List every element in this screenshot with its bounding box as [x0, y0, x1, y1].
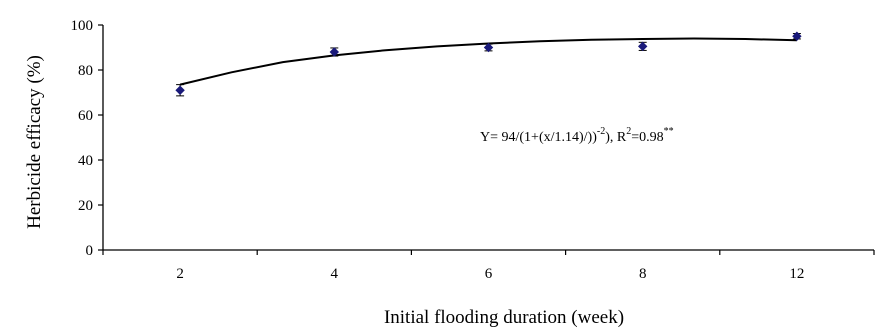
axes: [102, 25, 874, 251]
significance-marker: **: [664, 126, 674, 137]
x-tick-label: 12: [789, 266, 804, 282]
data-point: [792, 31, 802, 41]
y-axis-title: Herbicide efficacy (%): [24, 55, 45, 229]
x-tick-label: 4: [331, 266, 339, 282]
data-point: [483, 42, 494, 53]
equation-exponent: -2: [597, 126, 605, 137]
data-point: [175, 85, 185, 95]
r-squared-value: =0.98: [631, 130, 663, 145]
fit-equation: Y= 94/(1+(x/1.14)/))-2), R2=0.98**: [480, 126, 674, 145]
y-tick-label: 60: [78, 108, 93, 124]
y-tick-label: 40: [78, 153, 93, 169]
y-tick-label: 100: [71, 18, 94, 34]
y-tick-label: 80: [78, 63, 93, 79]
x-tick-label: 8: [639, 266, 647, 282]
x-ticks: 2 4 6 8 12: [102, 250, 875, 282]
equation-main: Y= 94/(1+(x/1.14)/)): [480, 130, 597, 145]
x-axis-title: Initial flooding duration (week): [384, 307, 624, 328]
y-tick-label: 20: [78, 198, 93, 214]
data-point: [637, 41, 648, 52]
x-tick-label: 2: [176, 266, 184, 282]
r-squared-superscript: 2: [626, 126, 631, 137]
x-tick-label: 6: [485, 266, 493, 282]
y-ticks: 0 20 40 60 80 100: [71, 18, 103, 259]
y-tick-label: 0: [86, 243, 94, 259]
data-point: [329, 47, 340, 57]
equation-r-prefix: ), R: [605, 130, 627, 145]
data-points: [175, 31, 802, 97]
